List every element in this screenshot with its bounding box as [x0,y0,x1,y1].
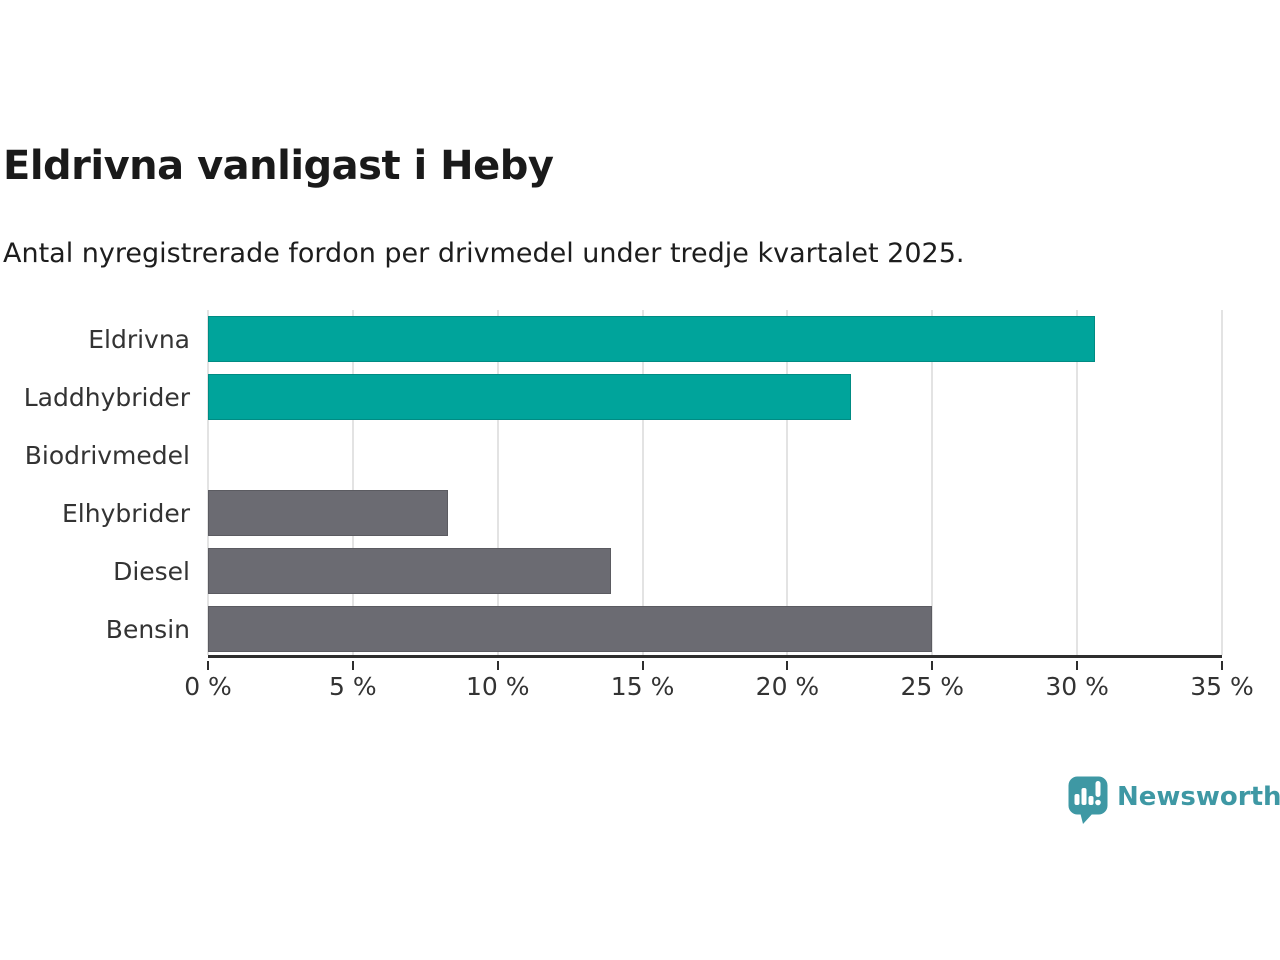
gridline [351,310,354,655]
gridline [786,310,789,655]
gridline [931,310,934,655]
chart-subtitle: Antal nyregistrerade fordon per drivmede… [3,238,965,269]
x-tick-mark [931,661,934,670]
bar-diesel [208,548,611,594]
x-tick-mark [1076,661,1079,670]
y-axis-labels: Eldrivna Laddhybrider Biodrivmedel Elhybrid… [0,310,190,658]
x-tick-label: 35 % [1190,672,1254,701]
x-tick-label: 20 % [755,672,820,701]
x-tick-label: 5 % [329,672,377,701]
gridline [1221,310,1223,655]
x-tick-mark [496,661,499,670]
newsworthy-logo-text: Newsworthy [1117,782,1280,812]
newsworthy-logo-icon [1068,776,1108,824]
x-tick-mark [351,661,354,670]
plot-area [207,310,1223,658]
x-axis-ticks [207,661,1223,670]
x-tick-label: 15 % [610,672,675,701]
x-tick-label: 30 % [1045,672,1109,701]
y-label-eldrivna: Eldrivna [88,324,190,354]
bar-elhybrider [208,490,449,536]
gridline [641,310,644,655]
x-tick-label: 0 % [184,672,232,701]
y-label-diesel: Diesel [113,556,190,586]
x-tick-mark [641,661,644,670]
x-tick-mark [207,661,209,670]
x-tick-mark [786,661,789,670]
newsworthy-logo: Newsworthy [1068,776,1280,824]
bar-eldrivna [208,316,1095,362]
y-label-laddhybrider: Laddhybrider [23,382,190,412]
y-label-bensin: Bensin [105,614,190,644]
gridline [496,310,499,655]
y-label-elhybrider: Elhybrider [61,498,190,528]
y-label-biodrivmedel: Biodrivmedel [24,440,190,470]
bar-bensin [208,606,933,652]
bar-laddhybrider [208,374,852,420]
gridline [207,310,209,655]
chart-title: Eldrivna vanligast i Heby [3,143,554,189]
gridline [1076,310,1079,655]
x-tick-label: 25 % [900,672,965,701]
x-axis-labels: 0 % 5 % 10 % 15 % 20 % 25 % 30 % 35 % [184,672,1254,702]
x-tick-label: 10 % [465,672,530,701]
x-tick-mark [1221,661,1223,670]
